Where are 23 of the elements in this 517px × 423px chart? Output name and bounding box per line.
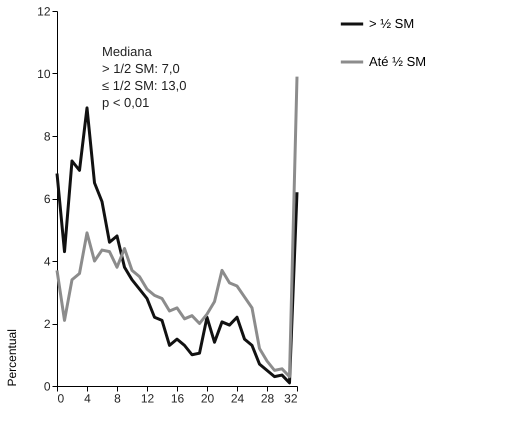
x-tick-label: 0 (58, 392, 64, 406)
y-tick-label: 2 (44, 317, 51, 331)
annotation: p < 0,01 (102, 95, 150, 110)
y-axis-title: Percentual (5, 329, 20, 386)
legend-label: > ½ SM (369, 16, 414, 31)
y-tick-label: 10 (37, 67, 51, 81)
annotation: > 1/2 SM: 7,0 (102, 61, 180, 76)
x-tick-label: 28 (260, 392, 274, 406)
x-tick-label: 24 (230, 392, 244, 406)
x-tick-label: 12 (140, 392, 154, 406)
y-tick-label: 0 (44, 380, 51, 394)
x-tick-label: 20 (200, 392, 214, 406)
x-tick-label: 32 (284, 392, 298, 406)
legend-label: Até ½ SM (369, 54, 426, 69)
y-tick-label: 6 (44, 192, 51, 206)
y-tick-label: 12 (37, 4, 51, 18)
y-tick-label: 8 (44, 130, 51, 144)
x-tick-label: 16 (170, 392, 184, 406)
y-tick-label: 4 (44, 254, 51, 268)
x-tick-label: 8 (114, 392, 122, 406)
annotation: Mediana (102, 44, 153, 59)
annotation: ≤ 1/2 SM: 13,0 (102, 78, 186, 93)
x-tick-label: 4 (84, 392, 92, 406)
